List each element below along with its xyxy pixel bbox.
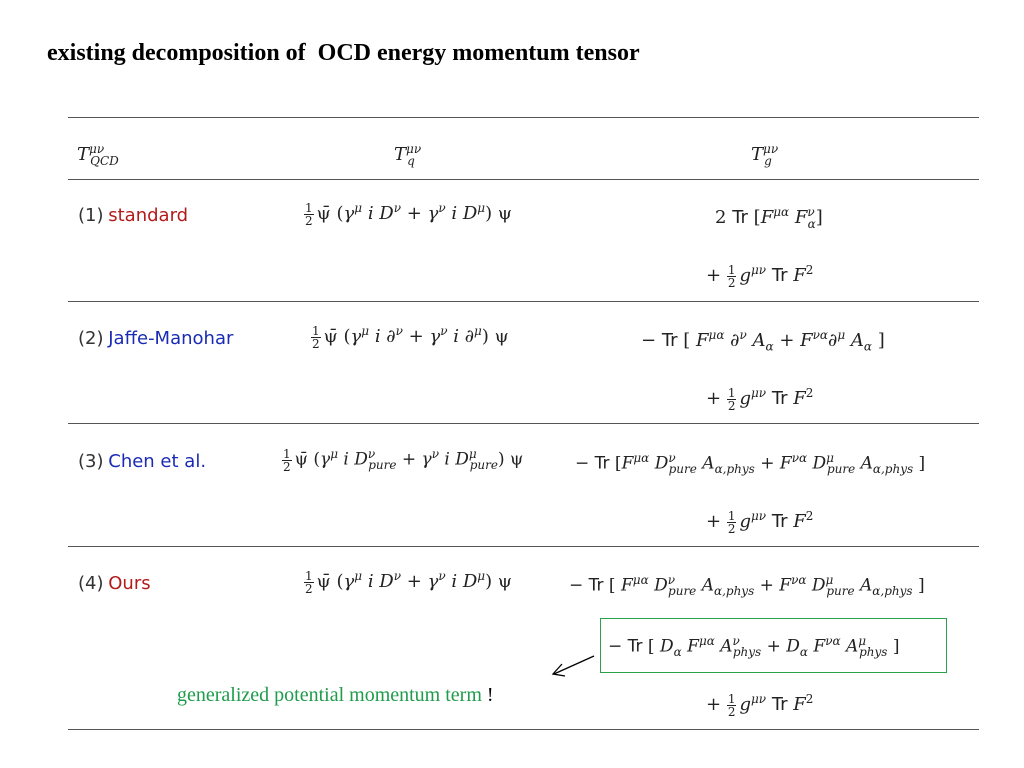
header-quark-tensor: Tμνq [394,142,422,168]
row-1-gluon-trace-term: + 1 2 gμν Tr F2 [706,262,814,290]
table-bottom-rule [68,729,979,730]
table-top-rule [68,117,979,118]
row-4-potential-momentum-term: − Tr [ Dα Fμα Aνphys + Dα Fνα Aμphys ] [608,634,900,660]
row-3-rule [68,546,979,547]
annotation-bang: ! [486,684,494,706]
row-1-rule [68,301,979,302]
row-2-label: (2) Jaffe-Manohar [78,328,234,349]
annotation-note: generalized potential momentum term ! [177,684,494,707]
header-gluon-tensor: Tμνg [751,142,779,168]
annotation-text: generalized potential momentum term [177,684,482,706]
row-4-quark-expression: 1 2 ψ̄ (γμ i Dν + γν i Dμ) ψ [304,568,512,596]
row-1-gluon-expression: 2 Tr [Fμα Fνα] [715,205,823,231]
row-3-gluon-trace-term: + 1 2 gμν Tr F2 [706,508,814,536]
slide-title: existing decomposition of OCD energy mom… [47,40,640,66]
row-2-gluon-expression: − Tr [ Fμα ∂ν Aα + Fνα∂μ Aα ] [641,328,885,354]
header-rule [68,179,979,180]
row-1-label: (1) standard [78,205,189,226]
row-2-rule [68,423,979,424]
row-4-gluon-expression: − Tr [ Fμα Dνpure Aα,phys + Fνα Dμpure A… [569,573,925,599]
header-total-tensor: TμνQCD [77,142,119,168]
row-2-gluon-trace-term: + 1 2 gμν Tr F2 [706,385,814,413]
row-4-label: (4) Ours [78,573,151,594]
highlight-box [600,618,947,673]
row-3-label: (3) Chen et al. [78,451,207,472]
arrow-icon [551,655,595,677]
row-1-quark-expression: 1 2 ψ̄ (γμ i Dν + γν i Dμ) ψ [304,200,512,228]
row-3-gluon-expression: − Tr [Fμα Dνpure Aα,phys + Fνα Dμpure Aα… [575,451,926,477]
row-3-quark-expression: 1 2 ψ̄ (γμ i Dνpure + γν i Dμpure) ψ [282,446,524,474]
row-2-quark-expression: 1 2 ψ̄ (γμ i ∂ν + γν i ∂μ) ψ [311,323,509,351]
row-4-gluon-trace-term: + 1 2 gμν Tr F2 [706,691,814,719]
